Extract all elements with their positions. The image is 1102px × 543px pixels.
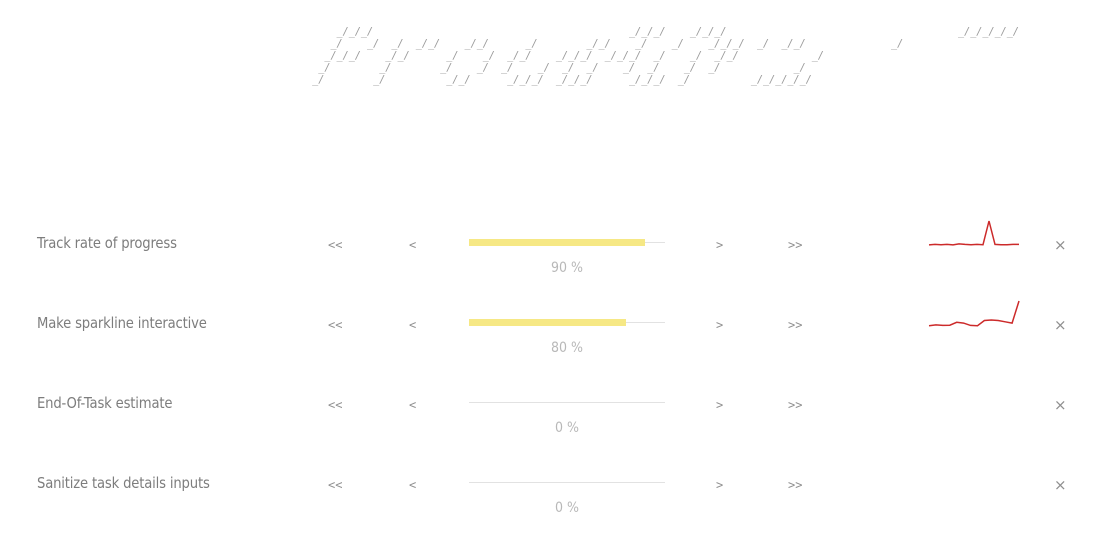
- progress-percentage: 0 %: [554, 420, 579, 436]
- progress-percentage: 80 %: [550, 340, 584, 356]
- first-step-button[interactable]: <<: [328, 318, 343, 332]
- progress-track: [469, 482, 665, 483]
- app-logo-banner: _/_/_/ _/_/_/ _/_/_/ _/_/_/_/_/ _/ _/ _/…: [312, 25, 1019, 86]
- sparkline[interactable]: [928, 300, 1022, 330]
- progress-percentage: 90 %: [550, 260, 584, 276]
- task-row: Sanitize task details inputs << < > >> 0…: [0, 474, 1102, 534]
- sparkline-path: [928, 220, 1019, 246]
- next-step-button[interactable]: >: [716, 478, 724, 492]
- remove-task-button[interactable]: ×: [1054, 236, 1067, 254]
- progress-bar-fill: [469, 319, 626, 326]
- next-step-button[interactable]: >: [716, 238, 724, 252]
- task-name[interactable]: Sanitize task details inputs: [37, 474, 210, 492]
- first-step-button[interactable]: <<: [328, 478, 343, 492]
- sparkline-path: [928, 300, 1020, 327]
- task-name[interactable]: Track rate of progress: [37, 234, 177, 252]
- previous-step-button[interactable]: <: [409, 398, 417, 412]
- progress-track: [469, 402, 665, 403]
- previous-step-button[interactable]: <: [409, 238, 417, 252]
- task-row: Make sparkline interactive << < > >> 80 …: [0, 300, 1102, 374]
- progress-bar-fill: [469, 239, 646, 246]
- task-row: End-Of-Task estimate << < > >> 0 % ×: [0, 394, 1102, 454]
- next-step-button[interactable]: >: [716, 318, 724, 332]
- last-step-button[interactable]: >>: [788, 238, 803, 252]
- last-step-button[interactable]: >>: [788, 478, 803, 492]
- progress-percentage: 0 %: [554, 500, 579, 516]
- sparkline[interactable]: [928, 460, 1022, 490]
- last-step-button[interactable]: >>: [788, 398, 803, 412]
- first-step-button[interactable]: <<: [328, 238, 343, 252]
- previous-step-button[interactable]: <: [409, 478, 417, 492]
- task-name[interactable]: End-Of-Task estimate: [37, 394, 173, 412]
- sparkline[interactable]: [928, 380, 1022, 410]
- next-step-button[interactable]: >: [716, 398, 724, 412]
- first-step-button[interactable]: <<: [328, 398, 343, 412]
- remove-task-button[interactable]: ×: [1054, 396, 1067, 414]
- task-row: Track rate of progress << < > >> 90 % ×: [0, 220, 1102, 294]
- sparkline[interactable]: [928, 220, 1022, 250]
- remove-task-button[interactable]: ×: [1054, 316, 1067, 334]
- last-step-button[interactable]: >>: [788, 318, 803, 332]
- previous-step-button[interactable]: <: [409, 318, 417, 332]
- remove-task-button[interactable]: ×: [1054, 476, 1067, 494]
- task-name[interactable]: Make sparkline interactive: [37, 314, 207, 332]
